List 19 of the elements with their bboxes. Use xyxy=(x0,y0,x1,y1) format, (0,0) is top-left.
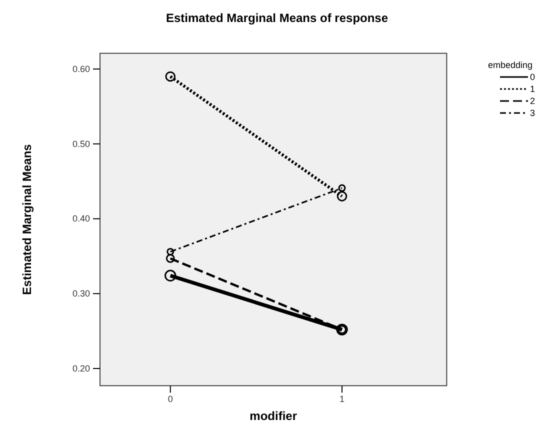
legend-label: 0 xyxy=(530,72,536,82)
point xyxy=(166,248,174,256)
point xyxy=(338,184,346,192)
legend-title: embedding xyxy=(488,60,533,70)
legend-label: 2 xyxy=(530,96,536,106)
point xyxy=(336,191,348,202)
y-tick-label: 0.30 xyxy=(72,288,90,298)
chart-title: Estimated Marginal Means of response xyxy=(166,11,388,25)
y-tick-label: 0.40 xyxy=(72,214,90,224)
x-axis-title: modifier xyxy=(250,409,298,423)
y-tick-label: 0.20 xyxy=(72,363,90,374)
legend-label: 3 xyxy=(530,108,536,118)
point xyxy=(166,254,175,263)
legend-label: 1 xyxy=(530,84,536,94)
y-tick-label: 0.60 xyxy=(72,64,90,74)
y-axis-title: Estimated Marginal Means xyxy=(20,144,34,295)
point xyxy=(165,71,176,82)
y-tick-label: 0.50 xyxy=(72,138,90,149)
point xyxy=(164,270,176,282)
